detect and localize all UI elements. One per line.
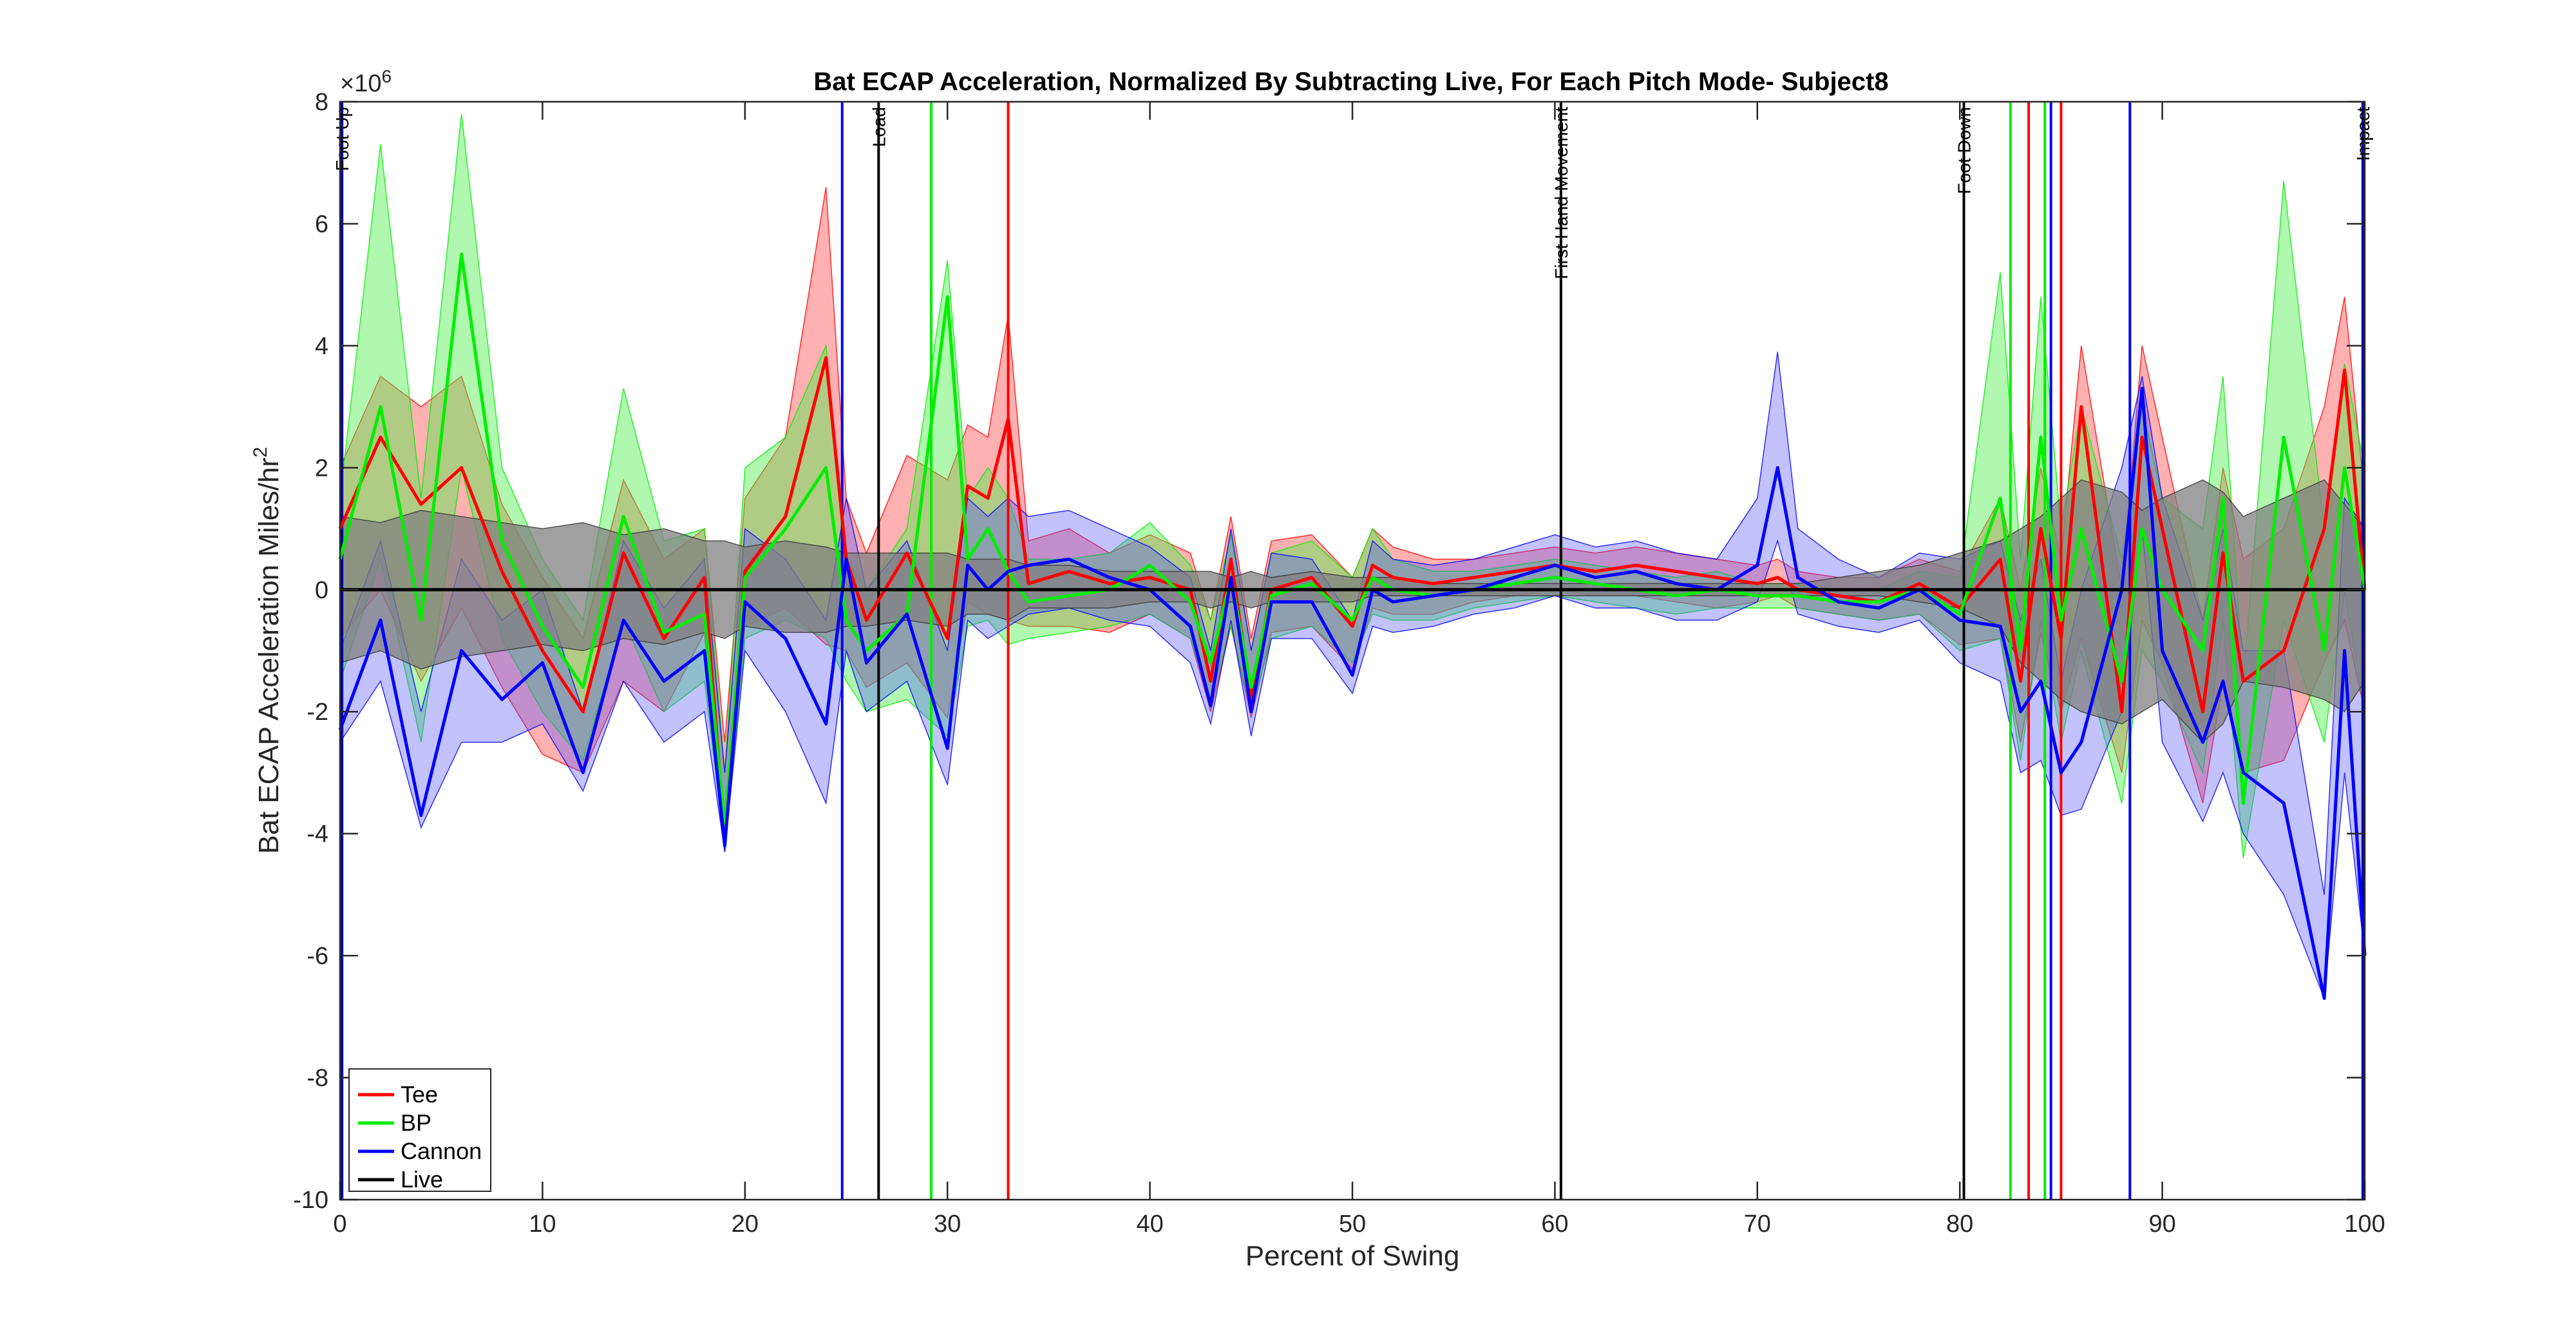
y-tick-label-8: 8 — [315, 89, 328, 116]
y-exponent: ×106 — [340, 66, 392, 97]
x-tick-label-20: 20 — [732, 1211, 759, 1238]
y-tick-label--2: -2 — [307, 699, 328, 726]
event-label-first-hand-movement: First Hand Movement — [1551, 107, 1571, 279]
legend-label-bp: BP — [401, 1109, 431, 1136]
y-tick-label-6: 6 — [315, 211, 328, 238]
mode-event-lines — [840, 102, 2132, 1200]
y-axis-label-superscript: 2 — [250, 447, 271, 458]
x-tick-label-80: 80 — [1946, 1211, 1973, 1238]
y-tick-label--8: -8 — [307, 1065, 328, 1092]
event-label-foot-up: Foot Up — [332, 107, 352, 171]
x-axis-label: Percent of Swing — [1245, 1240, 1460, 1272]
x-tick-label-60: 60 — [1541, 1211, 1568, 1238]
y-tick-label--4: -4 — [307, 821, 328, 848]
legend-label-tee: Tee — [401, 1081, 438, 1108]
x-tick-label-10: 10 — [529, 1211, 556, 1238]
x-tick-label-90: 90 — [2148, 1211, 2175, 1238]
legend-label-cannon: Cannon — [401, 1138, 482, 1164]
x-tick-label-30: 30 — [934, 1211, 961, 1238]
y-exponent-base: ×10 — [340, 70, 381, 97]
x-tick-label-50: 50 — [1339, 1211, 1366, 1238]
legend-label-live: Live — [401, 1166, 443, 1193]
chart-title: Bat ECAP Acceleration, Normalized By Sub… — [813, 68, 1888, 96]
x-axis-ticks: 0 10 20 30 40 50 60 70 80 90 100 — [333, 102, 2385, 1238]
y-axis-label-main: Bat ECAP Acceleration Miles/hr — [253, 458, 285, 854]
series-line-bp — [338, 252, 2367, 829]
phase-event-lines: Foot Up Load First Hand Movement Foot Down I… — [332, 102, 2373, 1200]
y-exponent-power: 6 — [381, 66, 392, 86]
legend-box — [348, 1068, 491, 1192]
y-tick-label-2: 2 — [315, 455, 328, 482]
event-label-impact: Impact — [2353, 107, 2373, 161]
y-tick-label--6: -6 — [307, 943, 328, 970]
series-lines — [338, 252, 2367, 1000]
series-line-cannon — [338, 386, 2367, 1000]
event-label-foot-down: Foot Down — [1954, 107, 1974, 194]
x-tick-label-40: 40 — [1136, 1211, 1163, 1238]
y-axis-label: Bat ECAP Acceleration Miles/hr2 — [250, 447, 285, 854]
x-tick-label-70: 70 — [1744, 1211, 1771, 1238]
event-label-load: Load — [869, 107, 889, 147]
x-tick-label-100: 100 — [2344, 1211, 2385, 1238]
y-tick-label-4: 4 — [315, 333, 328, 360]
y-tick-label--10: -10 — [293, 1187, 328, 1214]
y-tick-label-0: 0 — [315, 577, 328, 604]
y-axis-ticks: 8 6 4 2 0 -2 -4 -6 -8 -10 — [293, 89, 2365, 1214]
x-tick-label-0: 0 — [333, 1211, 346, 1238]
